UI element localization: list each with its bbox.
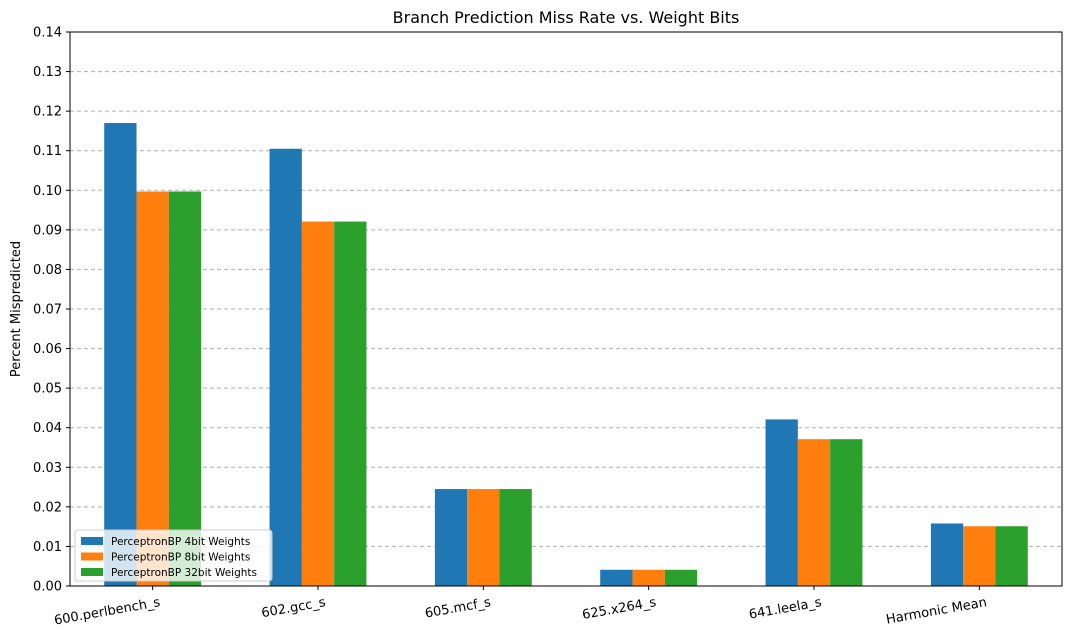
bar (632, 569, 665, 586)
bar (467, 489, 500, 586)
legend-swatch (81, 568, 103, 576)
bar (499, 489, 532, 586)
legend-label: PerceptronBP 4bit Weights (111, 536, 250, 548)
y-axis-label: Percent Mispredicted (9, 241, 24, 377)
legend-swatch (81, 552, 103, 561)
bar (104, 123, 137, 586)
bar (269, 148, 302, 586)
bar (301, 221, 335, 586)
bar (136, 191, 169, 587)
bar (930, 523, 964, 586)
legend-box (74, 529, 273, 582)
bar (168, 191, 202, 587)
x-tick-label: 641.leela_s (748, 595, 823, 623)
y-tick-label: 0.09 (33, 223, 62, 238)
gridlines (70, 71, 1062, 547)
y-tick-label: 0.14 (33, 26, 62, 41)
x-tick-label: Harmonic Mean (885, 595, 988, 627)
y-tick-label: 0.11 (33, 144, 62, 159)
bar (434, 489, 468, 586)
x-tick-label: 605.mcf_s (424, 595, 492, 621)
y-tick-label: 0.06 (33, 342, 62, 357)
bar (765, 419, 798, 586)
y-tick-label: 0.05 (33, 382, 62, 397)
legend-swatch (81, 537, 103, 545)
legend-label: PerceptronBP 8bit Weights (111, 552, 250, 564)
chart-title: Branch Prediction Miss Rate vs. Weight B… (393, 8, 740, 27)
y-tick-label: 0.04 (33, 421, 62, 436)
bar (830, 439, 863, 586)
y-tick-label: 0.00 (33, 580, 62, 595)
bar (963, 526, 996, 586)
x-tick-label: 602.gcc_s (260, 595, 327, 621)
y-tick-label: 0.08 (33, 263, 62, 278)
bar (664, 569, 698, 586)
bar (600, 569, 633, 586)
bar (995, 526, 1028, 586)
y-tick-label: 0.13 (33, 65, 62, 80)
y-tick-label: 0.12 (33, 105, 62, 120)
y-tick-label: 0.10 (33, 184, 62, 199)
bar (797, 439, 831, 586)
x-tick-label: 625.x264_s (581, 595, 657, 623)
legend-label: PerceptronBP 32bit Weights (111, 567, 257, 579)
bars (104, 123, 1028, 587)
bar (334, 221, 367, 586)
x-tick-label: 600.perlbench_s (53, 595, 161, 628)
y-tick-label: 0.01 (33, 540, 62, 555)
y-tick-label: 0.02 (33, 500, 62, 515)
y-tick-label: 0.07 (33, 303, 62, 318)
y-tick-label: 0.03 (33, 461, 62, 476)
legend: PerceptronBP 4bit Weights PerceptronBP 8b… (74, 529, 273, 582)
